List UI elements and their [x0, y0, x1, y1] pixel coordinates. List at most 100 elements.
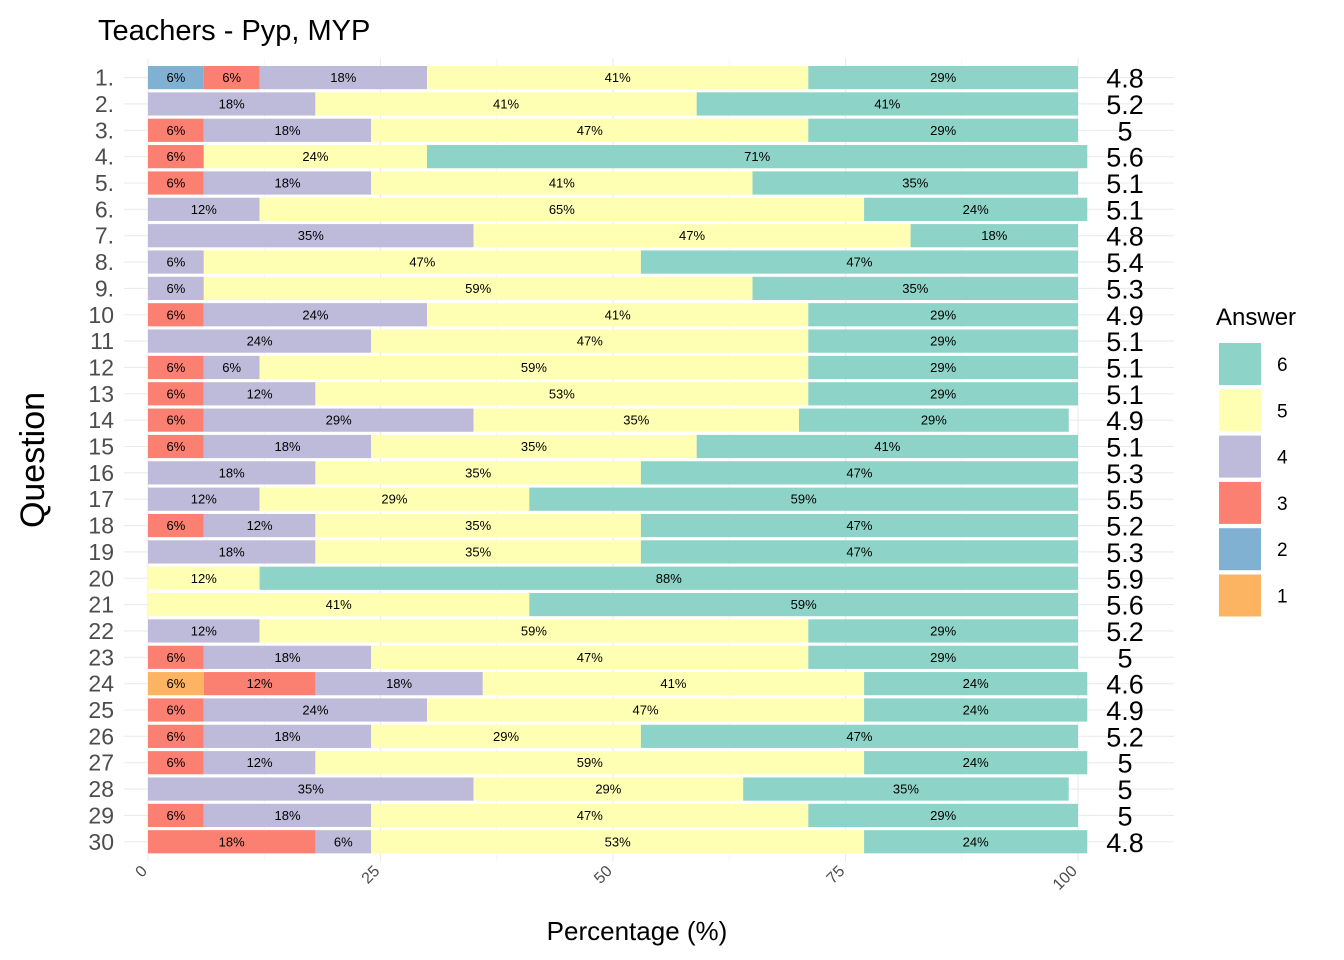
segment-label: 29% [930, 334, 956, 349]
bar-segment [148, 461, 316, 485]
segment-label: 29% [930, 360, 956, 375]
mean-score-label: 5.1 [1106, 353, 1144, 383]
y-tick-label: 24 [88, 671, 114, 697]
y-tick-label: 16 [88, 460, 114, 486]
segment-label: 47% [679, 228, 705, 243]
bar-segment [148, 540, 316, 564]
bar-segment [203, 66, 260, 90]
segment-label: 6% [167, 149, 186, 164]
segment-label: 6% [167, 307, 186, 322]
bar-segment [203, 145, 427, 169]
bar-segment [203, 672, 316, 696]
segment-label: 35% [298, 782, 324, 797]
mean-score-label: 5.6 [1106, 143, 1144, 173]
mean-score-label: 5.2 [1106, 722, 1144, 752]
mean-score-label: 5.2 [1106, 90, 1144, 120]
bar-segment [864, 698, 1088, 722]
segment-label: 47% [577, 334, 603, 349]
segment-label: 18% [219, 834, 245, 849]
bar-segment [752, 171, 1078, 195]
segment-label: 12% [247, 755, 273, 770]
segment-label: 71% [744, 149, 770, 164]
y-tick-label: 30 [88, 829, 114, 855]
bar-segment [148, 250, 204, 274]
bar-segment [148, 434, 204, 459]
mean-score-label: 5.3 [1106, 274, 1144, 304]
bar-segment [752, 276, 1078, 300]
segment-label: 59% [791, 492, 817, 507]
bar-segment [427, 145, 1088, 169]
bar-segment [315, 830, 372, 854]
mean-score-label: 4.9 [1106, 696, 1144, 726]
segment-label: 18% [274, 176, 300, 191]
mean-score-label: 5 [1117, 801, 1132, 831]
mean-score-label: 4.9 [1106, 406, 1144, 436]
bar-segment [148, 171, 204, 195]
segment-label: 6% [167, 650, 186, 665]
mean-score-label: 5.1 [1106, 327, 1144, 357]
bar-segment [473, 777, 744, 801]
bars [148, 66, 1088, 854]
bar-segment [259, 355, 809, 380]
legend-swatch [1219, 343, 1261, 385]
segment-label: 6% [222, 70, 241, 85]
bar-segment [640, 540, 1078, 564]
bar-segment [148, 66, 204, 90]
mean-score-label: 5.3 [1106, 459, 1144, 489]
segment-label: 47% [577, 650, 603, 665]
segment-labels: 6% 6% 18% 41% 29% 18% 41% 41% 6% 18% 47% 29% 6% 24% 71… [167, 70, 1008, 849]
segment-label: 88% [656, 571, 682, 586]
bar-segment [203, 698, 427, 722]
segment-label: 24% [963, 202, 989, 217]
bar-segment [203, 303, 427, 327]
bar-segment [203, 276, 753, 300]
bar-segment [371, 329, 809, 353]
y-tick-label: 7. [95, 223, 114, 249]
bar-segment [148, 118, 204, 142]
segment-label: 12% [191, 202, 217, 217]
segment-label: 6% [167, 360, 186, 375]
bar-segment [371, 434, 697, 459]
bar-segment [203, 118, 372, 142]
bar-segment [148, 276, 204, 300]
segment-label: 29% [921, 413, 947, 428]
segment-label: 6% [167, 676, 186, 691]
segment-label: 24% [302, 149, 328, 164]
y-axis-title: Question [14, 392, 52, 528]
mean-score-label: 5.2 [1106, 512, 1144, 542]
mean-score-label: 5.1 [1106, 380, 1144, 410]
bar-segment [371, 118, 809, 142]
y-tick-label: 14 [88, 407, 114, 433]
x-tick-label: 25 [359, 863, 384, 888]
segment-label: 47% [846, 518, 872, 533]
bar-segment [427, 66, 809, 90]
segment-label: 18% [981, 228, 1007, 243]
bar-segment [259, 197, 865, 221]
mean-score-label: 4.9 [1106, 301, 1144, 331]
mean-score-label: 5 [1117, 116, 1132, 146]
y-tick-label: 27 [88, 750, 114, 776]
bar-segment [315, 382, 809, 406]
segment-label: 47% [633, 703, 659, 718]
segment-label: 47% [577, 123, 603, 138]
bar-segment [910, 224, 1078, 248]
bar-segment [473, 224, 911, 248]
segment-label: 41% [326, 597, 352, 612]
segment-label: 47% [577, 808, 603, 823]
y-tick-label: 22 [88, 618, 114, 644]
segment-label: 6% [167, 729, 186, 744]
segment-label: 6% [167, 386, 186, 401]
legend-label: 1 [1277, 587, 1288, 608]
bar-segment [259, 66, 427, 90]
segment-label: 24% [302, 703, 328, 718]
segment-label: 29% [930, 386, 956, 401]
bar-segment [203, 751, 316, 775]
legend-items: 6 5 4 3 2 1 [1219, 343, 1288, 617]
segment-label: 35% [521, 439, 547, 454]
mean-score-label: 5 [1117, 749, 1132, 779]
bar-segment [808, 303, 1078, 327]
bar-segment [148, 698, 204, 722]
segment-label: 18% [274, 729, 300, 744]
x-tick-label: 0 [133, 863, 151, 881]
segment-label: 6% [334, 834, 353, 849]
